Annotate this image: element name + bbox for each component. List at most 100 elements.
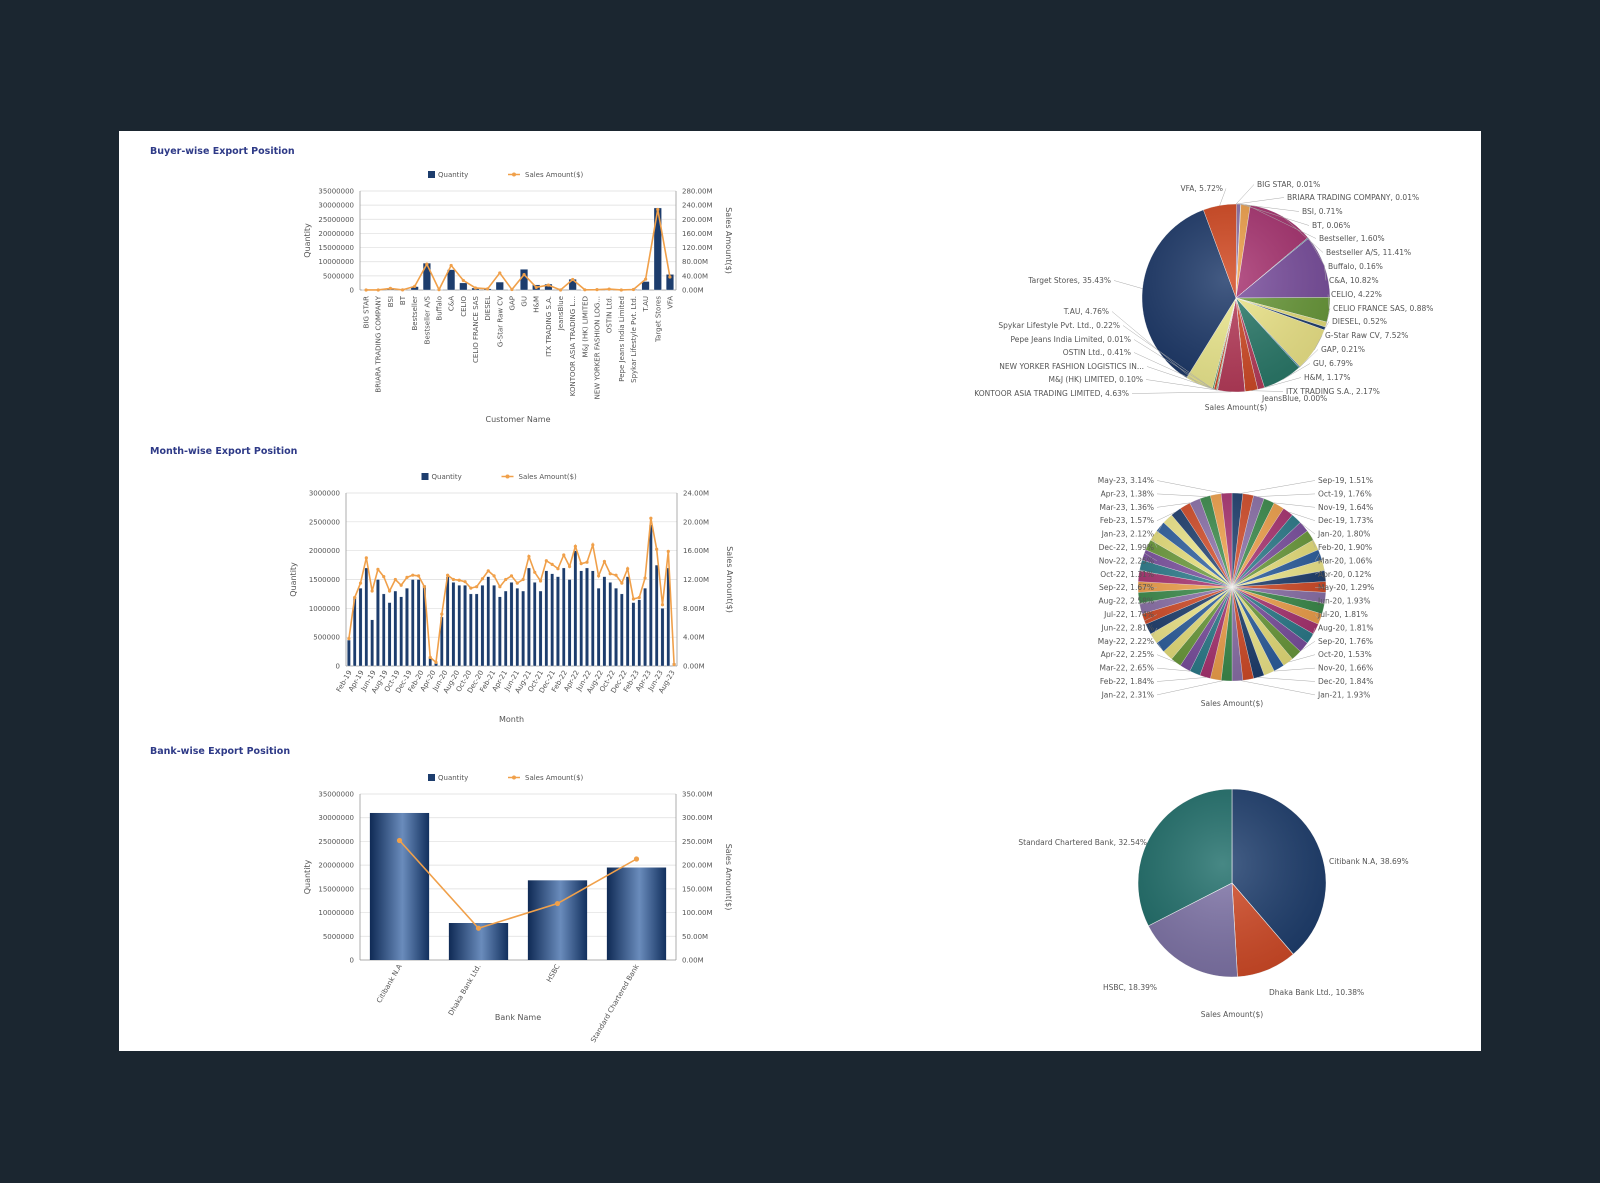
bar [448,923,509,960]
pie-label: Standard Chartered Bank, 32.54% [1018,838,1147,847]
pie-slice [1231,586,1293,666]
sales-marker [522,272,526,277]
x-tick-label: T.AU [642,296,650,313]
y-tick-label: 20000000 [318,230,354,238]
bar [495,281,504,291]
y-axis-title: Quantity [289,562,298,597]
pie-label: BIG STAR, 0.01% [1257,180,1320,189]
x-tick-label: Jun-19 [359,669,378,693]
pie-label: KONTOOR ASIA TRADING LIMITED, 4.63% [974,389,1129,398]
pie-slice [1231,788,1327,955]
pie-slice [1235,297,1246,392]
pie-label: Aug-20, 1.81% [1318,623,1374,632]
bar [447,269,456,291]
pie-label: Oct-20, 1.53% [1318,650,1372,659]
sales-marker [544,559,548,563]
section-title-buyer: Buyer-wise Export Position [150,146,295,157]
bar [474,593,479,667]
bar [434,662,438,667]
pie-label: Nov-22, 2.25% [1099,556,1154,565]
x-tick-label: Oct-19 [383,669,402,693]
sales-marker [666,549,670,553]
pie-slice [1231,522,1308,588]
bar [649,524,653,667]
sales-marker [533,570,537,574]
pie-slice [1235,297,1331,323]
x-tick-label: GAP [508,296,516,310]
sales-marker [486,569,490,573]
sales-marker [475,925,482,931]
pie-leader [1308,237,1326,267]
pie-label: Apr-22, 2.25% [1101,650,1154,659]
sales-marker [376,288,380,292]
sales-marker [428,655,432,659]
x-axis-title: Month [499,715,524,724]
bar [422,585,427,667]
y-tick-label: 30000000 [318,202,354,210]
pie-leader [1288,511,1316,521]
x-tick-label: Feb-23 [622,669,641,694]
pie-label: Pepe Jeans India Limited, 0.01% [1011,335,1131,344]
x-tick-label: Citibank N.A [375,963,404,1005]
pie-label: Apr-20, 0.12% [1318,570,1371,579]
pie-leader [1314,586,1327,588]
bar [568,279,577,291]
bar [532,284,541,291]
sales-marker [538,579,543,583]
y2-tick-label: 80.00M [682,258,708,266]
bar [625,576,630,667]
pie-leader [1156,677,1207,682]
pie-slice [1235,237,1309,299]
pie-leader [1235,184,1255,205]
pie-slice [1216,297,1237,391]
pie-leader [1238,203,1300,212]
pie-label: Dec-22, 1.99% [1099,543,1154,552]
pie-leader [1156,667,1191,672]
bar [532,582,537,667]
y-tick-label: 35000000 [318,188,354,196]
pie-leader [1324,321,1330,329]
x-tick-label: CELIO [460,296,468,317]
y2-tick-label: 16.00M [683,547,709,555]
y-tick-label: 5000000 [323,933,354,941]
x-tick-label: Target Stores [654,296,662,343]
pie-slice [1171,508,1233,588]
pie-leader [1301,641,1316,651]
sales-marker [463,580,467,584]
pie-slice [1231,498,1275,588]
sales-marker [480,577,485,581]
sales-marker [446,573,450,577]
x-tick-label: DIESEL [484,296,492,321]
x-tick-label: Oct-20 [455,669,474,693]
sales-marker [510,287,514,292]
sales-marker [504,577,508,582]
pie-label: Apr-23, 1.38% [1101,489,1154,498]
pie-slice [1138,570,1233,588]
x-tick-label: Aug-19 [370,669,389,695]
sales-marker [595,288,599,292]
x-tick-label: Aug-22 [585,669,604,695]
y2-axis-title: Sales Amount($) [724,844,733,911]
sales-marker [672,662,676,667]
y-tick-label: 5000000 [323,272,354,280]
pie-slice [1231,493,1254,588]
pie-slice [1231,586,1314,644]
pie-slice [1189,586,1233,676]
bar [608,582,612,667]
pie-label: Feb-23, 1.57% [1100,516,1154,525]
sales-marker [602,559,607,564]
bar [629,289,638,291]
sales-marker [556,567,560,571]
pie-leader [1288,654,1316,663]
pie-slice [1139,559,1233,588]
y-tick-label: 1500000 [309,576,340,584]
bar [486,576,491,667]
bar [550,573,554,667]
x-tick-label: Apr-21 [491,669,509,693]
bar [469,593,473,667]
pie-slice [1147,882,1238,978]
pie-leader [1144,614,1158,622]
sales-marker [400,288,405,292]
pie-slice [1163,586,1233,660]
pie-label: Sep-19, 1.51% [1318,476,1373,485]
